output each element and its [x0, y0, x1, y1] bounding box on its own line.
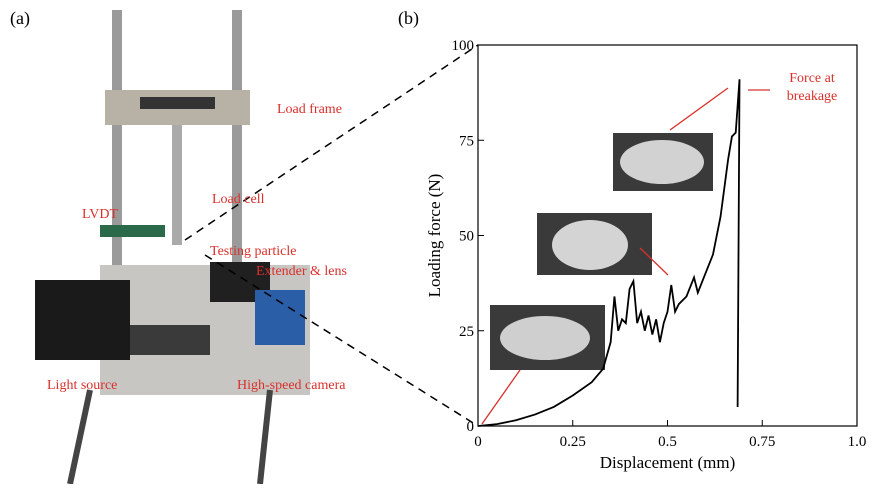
- y-tick-label: 0: [467, 419, 475, 435]
- photo-label: Light source: [47, 378, 117, 393]
- data-line: [477, 79, 741, 427]
- x-tick-label: 0: [474, 434, 482, 450]
- photo: [0, 0, 395, 485]
- photo-label: Load cell: [212, 192, 265, 207]
- x-tick-label: 0.5: [658, 434, 677, 450]
- annotation: Force at: [789, 71, 835, 86]
- x-tick-label: 0.75: [749, 434, 775, 450]
- y-tick-label: 100: [452, 38, 475, 54]
- y-tick-label: 75: [459, 133, 474, 149]
- annotation: breakage: [787, 89, 838, 104]
- y-tick-label: 50: [459, 229, 474, 245]
- photo-label: Load frame: [277, 102, 342, 117]
- panel-label: (a): [10, 8, 30, 29]
- x-axis-label: Displacement (mm): [600, 453, 736, 472]
- insets: [490, 133, 713, 370]
- y-tick-label: 25: [459, 324, 474, 340]
- photo-label: High-speed camera: [237, 378, 346, 393]
- photo-label: LVDT: [82, 207, 118, 222]
- photo-label: Testing particle: [210, 244, 297, 259]
- photo-label: Extender & lens: [256, 264, 347, 279]
- panel-label: (b): [398, 8, 419, 29]
- x-tick-label: 1.0: [848, 434, 867, 450]
- y-axis-label: Loading force (N): [425, 174, 444, 298]
- x-tick-label: 0.25: [560, 434, 586, 450]
